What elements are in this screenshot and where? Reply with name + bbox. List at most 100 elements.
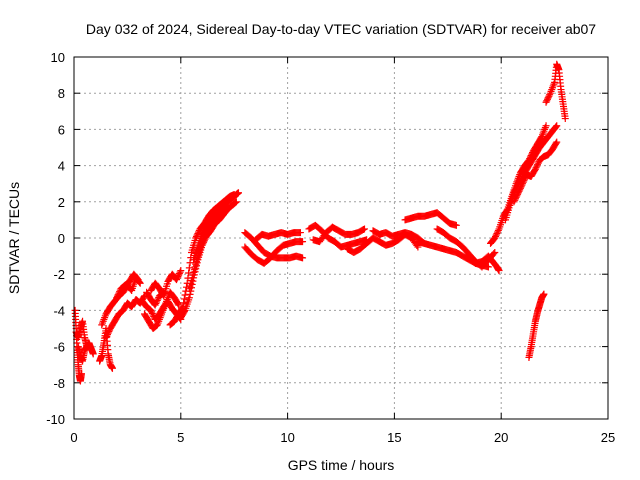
data-point: [492, 231, 500, 239]
data-point: [540, 290, 548, 298]
data-point: [113, 294, 121, 302]
data-point: [232, 198, 240, 206]
series-t30: [542, 60, 569, 123]
series-t11: [143, 288, 168, 309]
data-point: [160, 288, 168, 296]
data-point: [495, 267, 503, 275]
x-axis-title: GPS time / hours: [288, 457, 395, 473]
data-point: [510, 198, 518, 206]
data-point: [224, 201, 232, 209]
data-point: [543, 97, 551, 105]
y-tick-label: 2: [58, 195, 65, 210]
data-point: [193, 231, 201, 239]
data-point: [175, 301, 183, 309]
data-point: [133, 275, 141, 283]
axis-ticks: 0 5 10 15 20 25 -10 -8 -6 -4 -2 0 2 4 6 8 10: [46, 50, 615, 445]
data-point: [520, 177, 528, 185]
data-point: [491, 234, 499, 242]
data-point: [192, 234, 200, 242]
x-tick-label: 15: [387, 430, 401, 445]
data-point: [136, 279, 144, 287]
y-axis-title: SDTVAR / TECUs: [6, 182, 22, 294]
data-point: [544, 94, 552, 102]
data-point: [493, 229, 501, 237]
data-point: [514, 189, 522, 197]
data-point: [114, 291, 122, 299]
data-point: [159, 289, 167, 297]
data-point: [553, 138, 561, 146]
data-point: [546, 91, 554, 99]
data-point: [152, 299, 160, 307]
data-point: [181, 291, 189, 299]
data-point: [534, 161, 542, 169]
plot-frame: [73, 56, 609, 420]
data-point: [413, 242, 421, 250]
data-point: [521, 175, 529, 183]
data-point: [175, 271, 183, 279]
data-point: [494, 228, 502, 236]
y-tick-label: 8: [58, 86, 65, 101]
data-point: [552, 123, 560, 131]
data-point: [359, 226, 367, 234]
data-point: [174, 300, 182, 308]
grid: [74, 57, 608, 419]
data-point: [515, 187, 523, 195]
data-point: [519, 180, 527, 188]
series-t3: [74, 341, 93, 365]
data-point: [518, 181, 526, 189]
data-point: [533, 162, 541, 170]
data-point: [102, 334, 110, 342]
series-t15: [190, 201, 232, 264]
data-point: [175, 270, 183, 278]
data-point: [299, 238, 307, 246]
series-t29: [510, 138, 561, 206]
data-point: [153, 296, 161, 304]
data-point: [173, 274, 181, 282]
data-point: [360, 225, 368, 233]
data-point: [177, 267, 185, 275]
data-point: [532, 164, 540, 172]
data-point: [185, 264, 193, 272]
data-point: [490, 250, 498, 258]
data-point: [158, 290, 166, 298]
data-point: [85, 341, 93, 349]
y-tick-label: -8: [53, 376, 65, 391]
data-point: [511, 196, 519, 204]
x-tick-label: 0: [70, 430, 77, 445]
data-point: [517, 183, 525, 191]
series-t17: [241, 238, 307, 267]
data-point: [115, 289, 123, 297]
data-point: [147, 306, 155, 314]
data-point: [545, 92, 553, 100]
data-point: [174, 273, 182, 281]
data-point: [514, 190, 522, 198]
data-point: [296, 229, 304, 237]
data-point: [516, 186, 524, 194]
data-point: [542, 122, 550, 130]
y-tick-label: -10: [46, 412, 65, 427]
data-point: [561, 115, 569, 123]
x-tick-label: 10: [280, 430, 294, 445]
series-t23: [401, 209, 460, 229]
data-point: [492, 232, 500, 240]
data-point: [185, 269, 193, 277]
y-tick-label: 0: [58, 231, 65, 246]
series-t20: [309, 223, 368, 246]
data-points: [71, 60, 569, 385]
data-point: [222, 203, 230, 211]
series-t31: [525, 290, 548, 361]
data-point: [543, 95, 551, 103]
series-t9: [140, 288, 183, 332]
data-point: [176, 268, 184, 276]
data-point: [299, 254, 307, 262]
data-point: [180, 295, 188, 303]
data-point: [113, 292, 121, 300]
data-point: [154, 295, 162, 303]
series-t26: [465, 252, 503, 275]
data-point: [89, 350, 97, 358]
data-point: [552, 139, 560, 147]
data-point: [105, 328, 113, 336]
data-point: [519, 178, 527, 186]
data-point: [511, 195, 519, 203]
y-tick-label: 10: [51, 50, 65, 65]
